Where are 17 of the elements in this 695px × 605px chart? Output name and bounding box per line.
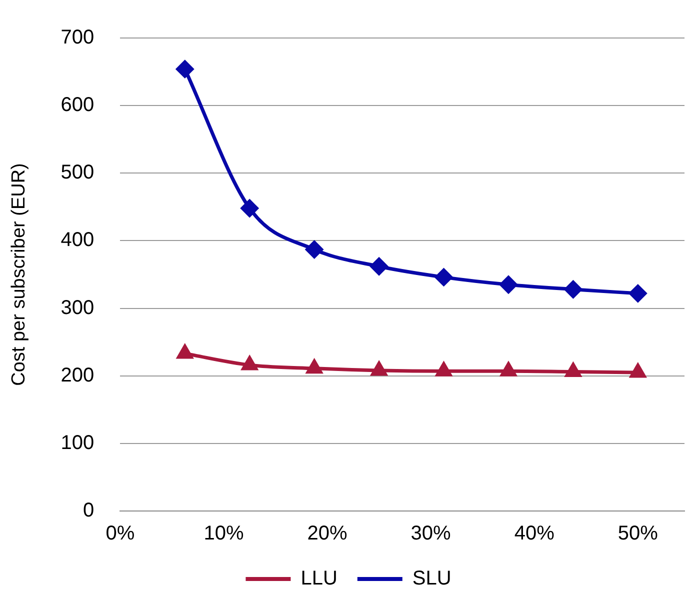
legend-label: LLU (300, 568, 338, 590)
x-tick-label: 0% (106, 522, 135, 545)
y-tick-label: 600 (60, 94, 94, 116)
x-tick-label: 50% (618, 522, 658, 545)
x-tick-label: 40% (514, 522, 555, 545)
y-tick-label: 0 (83, 500, 94, 522)
legend-label: SLU (412, 568, 452, 590)
y-tick-label: 300 (60, 296, 94, 319)
y-tick-label: 700 (60, 26, 94, 49)
x-tick-label: 10% (204, 522, 244, 545)
y-tick-label: 200 (60, 364, 94, 386)
x-tick-label: 30% (410, 522, 452, 545)
y-tick-label: 500 (60, 162, 94, 184)
x-tick-label: 20% (307, 522, 348, 545)
y-axis-title: Cost per subscriber (EUR) (8, 163, 30, 386)
y-tick-label: 400 (60, 229, 94, 252)
y-tick-label: 100 (60, 432, 94, 454)
